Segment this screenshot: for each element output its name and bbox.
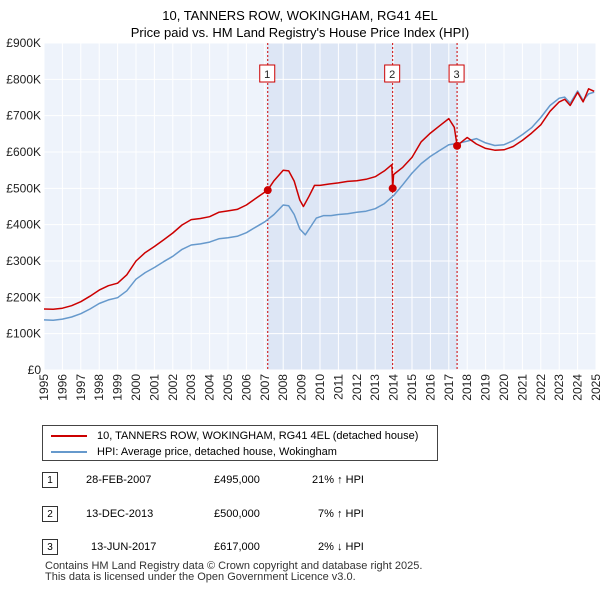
sale-points	[263, 141, 462, 195]
sale-point	[388, 184, 397, 193]
y-tick-label: £100K	[6, 327, 41, 341]
x-tick-label: 2009	[295, 374, 309, 401]
price-chart: 10, TANNERS ROW, WOKINGHAM, RG41 4EL Pri…	[6, 8, 600, 401]
sale-labels: 1 2 3	[259, 64, 465, 83]
sale-hpi-diff: 7% ↑ HPI	[318, 508, 364, 520]
sale-label-number: 3	[454, 69, 460, 81]
sale-price: £617,000	[214, 541, 260, 553]
x-tick-label: 2003	[184, 374, 198, 401]
legend-label-property: 10, TANNERS ROW, WOKINGHAM, RG41 4EL (de…	[97, 430, 419, 442]
sale-price: £495,000	[214, 474, 260, 486]
x-tick-label: 2022	[534, 374, 548, 401]
footer-copyright: Contains HM Land Registry data © Crown c…	[45, 560, 423, 572]
y-tick-label: £600K	[6, 145, 41, 159]
x-tick-label: 2018	[460, 374, 474, 401]
sale-date: 13-DEC-2013	[86, 508, 154, 520]
legend-item-property: 10, TANNERS ROW, WOKINGHAM, RG41 4EL (de…	[43, 427, 418, 445]
x-tick-label: 2013	[368, 374, 382, 401]
sale-label-box	[259, 64, 276, 83]
y-tick-label: £900K	[6, 36, 41, 50]
property-price-series-line	[43, 88, 595, 311]
sale-hpi-diff: 2% ↓ HPI	[318, 541, 364, 553]
sale-date: 13-JUN-2017	[91, 541, 157, 553]
x-tick-label: 1998	[92, 374, 106, 401]
legend: 10, TANNERS ROW, WOKINGHAM, RG41 4EL (de…	[42, 425, 438, 461]
x-tick-label: 2002	[166, 374, 180, 401]
x-tick-label: 2005	[221, 374, 235, 401]
x-tick-label: 2008	[276, 374, 290, 401]
sale-number: 3	[42, 539, 58, 555]
chart-subtitle: Price paid vs. HM Land Registry's House …	[131, 25, 469, 40]
sale-label-box	[384, 64, 401, 83]
x-axis-ticks: 1995 1996 1997 1998 1999 2000 2001 2002 2003 2004…	[37, 374, 600, 401]
x-tick-label: 1995	[37, 374, 51, 401]
x-tick-label: 1999	[111, 374, 125, 401]
sale-row: 3 13-JUN-2017 £617,000 2% ↓ HPI	[42, 537, 542, 561]
y-tick-label: £0	[28, 363, 42, 377]
x-tick-label: 2019	[479, 374, 493, 401]
x-tick-label: 2004	[203, 374, 217, 401]
sale-hpi-diff: 21% ↑ HPI	[312, 474, 364, 486]
x-tick-label: 1997	[74, 374, 88, 401]
x-tick-label: 2000	[129, 374, 143, 401]
y-tick-label: £700K	[6, 109, 41, 123]
x-tick-label: 2020	[497, 374, 511, 401]
x-tick-label: 2001	[147, 374, 161, 401]
sale-number: 2	[42, 506, 58, 522]
y-tick-label: £400K	[6, 218, 41, 232]
x-tick-label: 2007	[258, 374, 272, 401]
x-tick-label: 2023	[552, 374, 566, 401]
footer: Contains HM Land Registry data © Crown c…	[45, 561, 422, 583]
x-tick-label: 2010	[313, 374, 327, 401]
x-tick-label: 2015	[405, 374, 419, 401]
y-tick-label: £500K	[6, 181, 41, 195]
y-tick-label: £800K	[6, 72, 41, 86]
x-tick-label: 2012	[350, 374, 364, 401]
footer-license: This data is licensed under the Open Gov…	[45, 571, 356, 583]
x-tick-label: 2025	[589, 374, 600, 401]
sale-row: 1 28-FEB-2007 £495,000 21% ↑ HPI	[42, 470, 542, 494]
sale-number: 1	[42, 472, 58, 488]
chart-title: 10, TANNERS ROW, WOKINGHAM, RG41 4EL	[162, 8, 437, 23]
sale-label-number: 1	[264, 69, 270, 81]
x-tick-label: 2017	[442, 374, 456, 401]
ownership-shaded-span	[267, 43, 458, 370]
x-tick-label: 1996	[55, 374, 69, 401]
grid-lines	[43, 42, 597, 371]
series-lines	[43, 88, 595, 321]
sale-point	[453, 141, 462, 150]
legend-item-hpi: HPI: Average price, detached house, Woki…	[43, 443, 337, 461]
legend-swatch-hpi	[51, 451, 87, 453]
legend-swatch-property	[51, 435, 87, 437]
y-axis-ticks: £0 £100K £200K £300K £400K £500K £600K £700K £80…	[6, 36, 41, 377]
sale-point	[263, 186, 272, 195]
x-tick-label: 2016	[423, 374, 437, 401]
x-tick-label: 2006	[239, 374, 253, 401]
hpi-series-line	[43, 90, 595, 321]
x-tick-label: 2011	[331, 374, 345, 400]
sale-date: 28-FEB-2007	[86, 474, 152, 486]
x-tick-label: 2024	[571, 374, 585, 401]
sale-row: 2 13-DEC-2013 £500,000 7% ↑ HPI	[42, 504, 542, 528]
sale-markers-lines	[267, 43, 458, 370]
x-tick-label: 2021	[515, 374, 529, 401]
x-tick-label: 2014	[387, 374, 401, 401]
y-tick-label: £200K	[6, 290, 41, 304]
sale-price: £500,000	[214, 508, 260, 520]
legend-label-hpi: HPI: Average price, detached house, Woki…	[97, 446, 337, 458]
sale-label-number: 2	[389, 69, 395, 81]
y-tick-label: £300K	[6, 254, 41, 268]
sale-label-box	[448, 64, 465, 83]
